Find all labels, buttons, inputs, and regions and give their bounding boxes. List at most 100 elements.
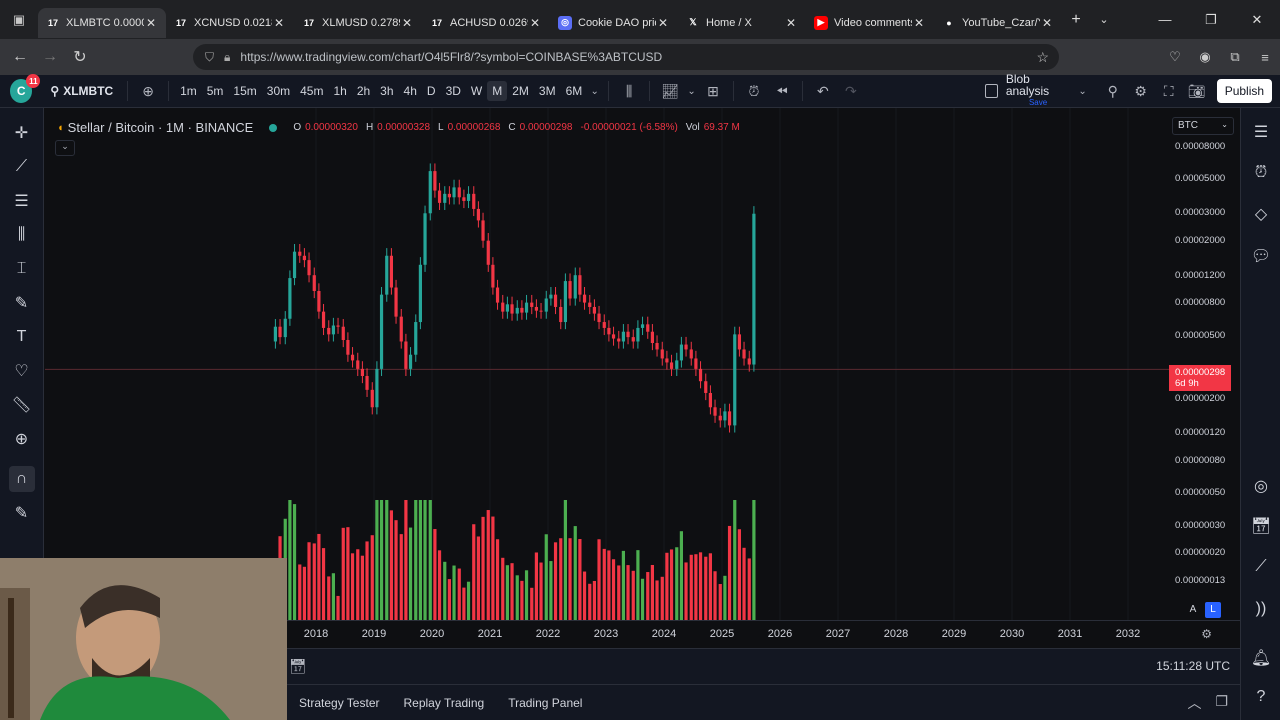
- extensions-icon[interactable]: ⧉: [1230, 49, 1240, 64]
- crosshair-icon[interactable]: ✛: [14, 125, 29, 142]
- indicators-chevron-icon[interactable]: ⌄: [687, 85, 696, 97]
- new-tab-icon[interactable]: +: [1071, 10, 1081, 28]
- interval-chevron-icon[interactable]: ⌄: [590, 85, 599, 97]
- interval-w[interactable]: W: [470, 84, 483, 98]
- date-range-icon[interactable]: 📅︎: [289, 658, 307, 674]
- tab-search-icon[interactable]: ▣: [12, 11, 26, 27]
- tab-strategy-tester[interactable]: Strategy Tester: [299, 695, 380, 710]
- collapse-panel-icon[interactable]: ︿: [1187, 694, 1202, 711]
- interval-3d[interactable]: 3D: [445, 84, 461, 98]
- tab-trading-panel[interactable]: Trading Panel: [508, 695, 583, 710]
- layout-save[interactable]: Blob analysis Save ⌄: [984, 73, 1087, 109]
- browser-tab[interactable]: 𝕏 Home / X ✕: [678, 8, 806, 38]
- profile-icon[interactable]: ◉: [1199, 49, 1211, 64]
- heart-icon[interactable]: ♡: [14, 363, 29, 380]
- pattern-icon[interactable]: ⫼: [17, 226, 26, 243]
- browser-tab[interactable]: ▶ Video comments ✕: [806, 8, 934, 38]
- calendar-icon[interactable]: 📅︎: [1250, 518, 1272, 535]
- ruler-icon[interactable]: 📏︎: [11, 397, 32, 414]
- shield-icon[interactable]: ⛉: [205, 49, 215, 64]
- scale-settings-icon[interactable]: ⚙: [1201, 627, 1212, 641]
- utc-clock[interactable]: 15:11:28 UTC: [1156, 659, 1230, 673]
- interval-3h[interactable]: 3h: [380, 84, 394, 98]
- browser-tab[interactable]: 17 XLMBTC 0.000002…✕: [38, 7, 166, 38]
- zoom-in-icon[interactable]: ⊕: [14, 431, 29, 448]
- browser-tab[interactable]: ◎ Cookie DAO price✕: [550, 8, 678, 38]
- url-field[interactable]: ⛉ 🔒︎ https://www.tradingview.com/chart/O…: [193, 44, 1059, 70]
- bookmark-star-icon[interactable]: ☆: [1036, 48, 1049, 65]
- layout-grid-icon[interactable]: ⊞: [707, 82, 719, 99]
- interval-2m[interactable]: 2M: [512, 84, 529, 98]
- maximize-panel-icon[interactable]: ❐: [1215, 692, 1228, 709]
- interval-6m[interactable]: 6M: [565, 84, 583, 98]
- time-scale[interactable]: 2018 2019 2020 2021 2022 2023 2024 2025 2026 2027…: [287, 620, 1240, 648]
- tab-close-icon[interactable]: ✕: [401, 15, 413, 30]
- interval-3m[interactable]: 3M: [538, 84, 556, 98]
- auto-scale-button[interactable]: A: [1189, 604, 1197, 615]
- avatar[interactable]: C 11: [10, 74, 41, 103]
- browser-tab[interactable]: 17 XLMUSD 0.27895✕: [294, 8, 422, 38]
- broadcast-icon[interactable]: )): [1255, 600, 1267, 617]
- text-tool-icon[interactable]: T: [16, 328, 27, 345]
- settings-gear-icon[interactable]: ⚙: [1134, 82, 1147, 99]
- pocket-icon[interactable]: ♡: [1169, 49, 1181, 64]
- menu-icon[interactable]: ≡: [1261, 49, 1269, 65]
- pine-editor-icon[interactable]: ⟋: [1255, 558, 1267, 575]
- layers-icon[interactable]: ◇: [1254, 206, 1268, 223]
- help-icon[interactable]: ?: [1256, 688, 1266, 705]
- lock-drawings-icon[interactable]: ✎: [14, 505, 29, 522]
- back-icon[interactable]: ←: [12, 48, 28, 65]
- interval-15m[interactable]: 15m: [233, 84, 257, 98]
- close-window-icon[interactable]: ✕: [1251, 11, 1263, 27]
- indicators-icon[interactable]: 📈︎: [661, 82, 679, 99]
- browser-tab[interactable]: 17 XCNUSD 0.02187✕: [166, 8, 294, 38]
- brush-icon[interactable]: ✎: [14, 295, 29, 312]
- alert-icon[interactable]: ⏰︎: [748, 82, 760, 99]
- interval-30m[interactable]: 30m: [266, 84, 291, 98]
- undo-icon[interactable]: ↶: [817, 82, 829, 99]
- interval-1m[interactable]: 1m: [180, 84, 197, 98]
- fib-lines-icon[interactable]: ☰: [14, 193, 29, 210]
- browser-tab[interactable]: ● YouTube_Czar/Yo✕: [934, 8, 1062, 38]
- redo-icon[interactable]: ↷: [845, 82, 857, 99]
- chart-pane[interactable]: ◖ Stellar / Bitcoin · 1M · BINANCE O 0.00…: [45, 108, 1169, 620]
- interval-2h[interactable]: 2h: [356, 84, 371, 98]
- alerts-clock-icon[interactable]: ⏰︎: [1254, 164, 1268, 181]
- tab-close-icon[interactable]: ✕: [1041, 15, 1053, 30]
- legend-collapse-icon[interactable]: ⌄: [55, 140, 75, 156]
- chat-icon[interactable]: 💬︎: [1250, 248, 1272, 265]
- price-scale[interactable]: BTC ⌄ 0.00008000 0.00005000 0.00003000 0.000…: [1169, 108, 1240, 620]
- target-icon[interactable]: ◎: [1254, 478, 1268, 495]
- interval-m[interactable]: M: [487, 81, 508, 101]
- interval-4h[interactable]: 4h: [403, 84, 417, 98]
- log-scale-button[interactable]: L: [1205, 602, 1221, 618]
- camera-icon[interactable]: 📷︎: [1187, 82, 1206, 99]
- tab-list-chevron-icon[interactable]: ⌄: [1099, 14, 1109, 26]
- forward-icon[interactable]: →: [42, 48, 58, 65]
- tab-close-icon[interactable]: ✕: [273, 15, 285, 30]
- compare-add-icon[interactable]: ⊕: [142, 82, 154, 99]
- interval-5m[interactable]: 5m: [206, 84, 224, 98]
- currency-select[interactable]: BTC ⌄: [1172, 117, 1234, 135]
- browser-tab[interactable]: 17 ACHUSD 0.02698✕: [422, 8, 550, 38]
- projection-icon[interactable]: ⌶: [16, 260, 27, 277]
- trend-line-icon[interactable]: ⟋: [15, 158, 28, 175]
- reload-icon[interactable]: ↻: [73, 49, 87, 66]
- quick-search-icon[interactable]: ⚲: [1107, 82, 1118, 99]
- interval-d[interactable]: D: [426, 84, 436, 98]
- tab-replay-trading[interactable]: Replay Trading: [403, 695, 485, 710]
- interval-45m[interactable]: 45m: [300, 84, 324, 98]
- minimize-icon[interactable]: —: [1158, 12, 1172, 27]
- publish-button[interactable]: Publish: [1216, 79, 1273, 103]
- symbol-search[interactable]: ⚲ XLMBTC: [50, 84, 113, 98]
- fullscreen-icon[interactable]: ⛶: [1163, 82, 1174, 99]
- tab-close-icon[interactable]: ✕: [657, 15, 669, 30]
- tab-close-icon[interactable]: ✕: [145, 15, 157, 30]
- tab-close-icon[interactable]: ✕: [913, 15, 925, 30]
- replay-icon[interactable]: ⏪︎: [776, 82, 788, 99]
- maximize-icon[interactable]: ❐: [1205, 11, 1217, 27]
- interval-1h[interactable]: 1h: [333, 84, 347, 98]
- candle-type-icon[interactable]: ⫼: [625, 82, 633, 99]
- tab-close-icon[interactable]: ✕: [785, 15, 797, 30]
- watchlist-icon[interactable]: ☰: [1253, 124, 1269, 141]
